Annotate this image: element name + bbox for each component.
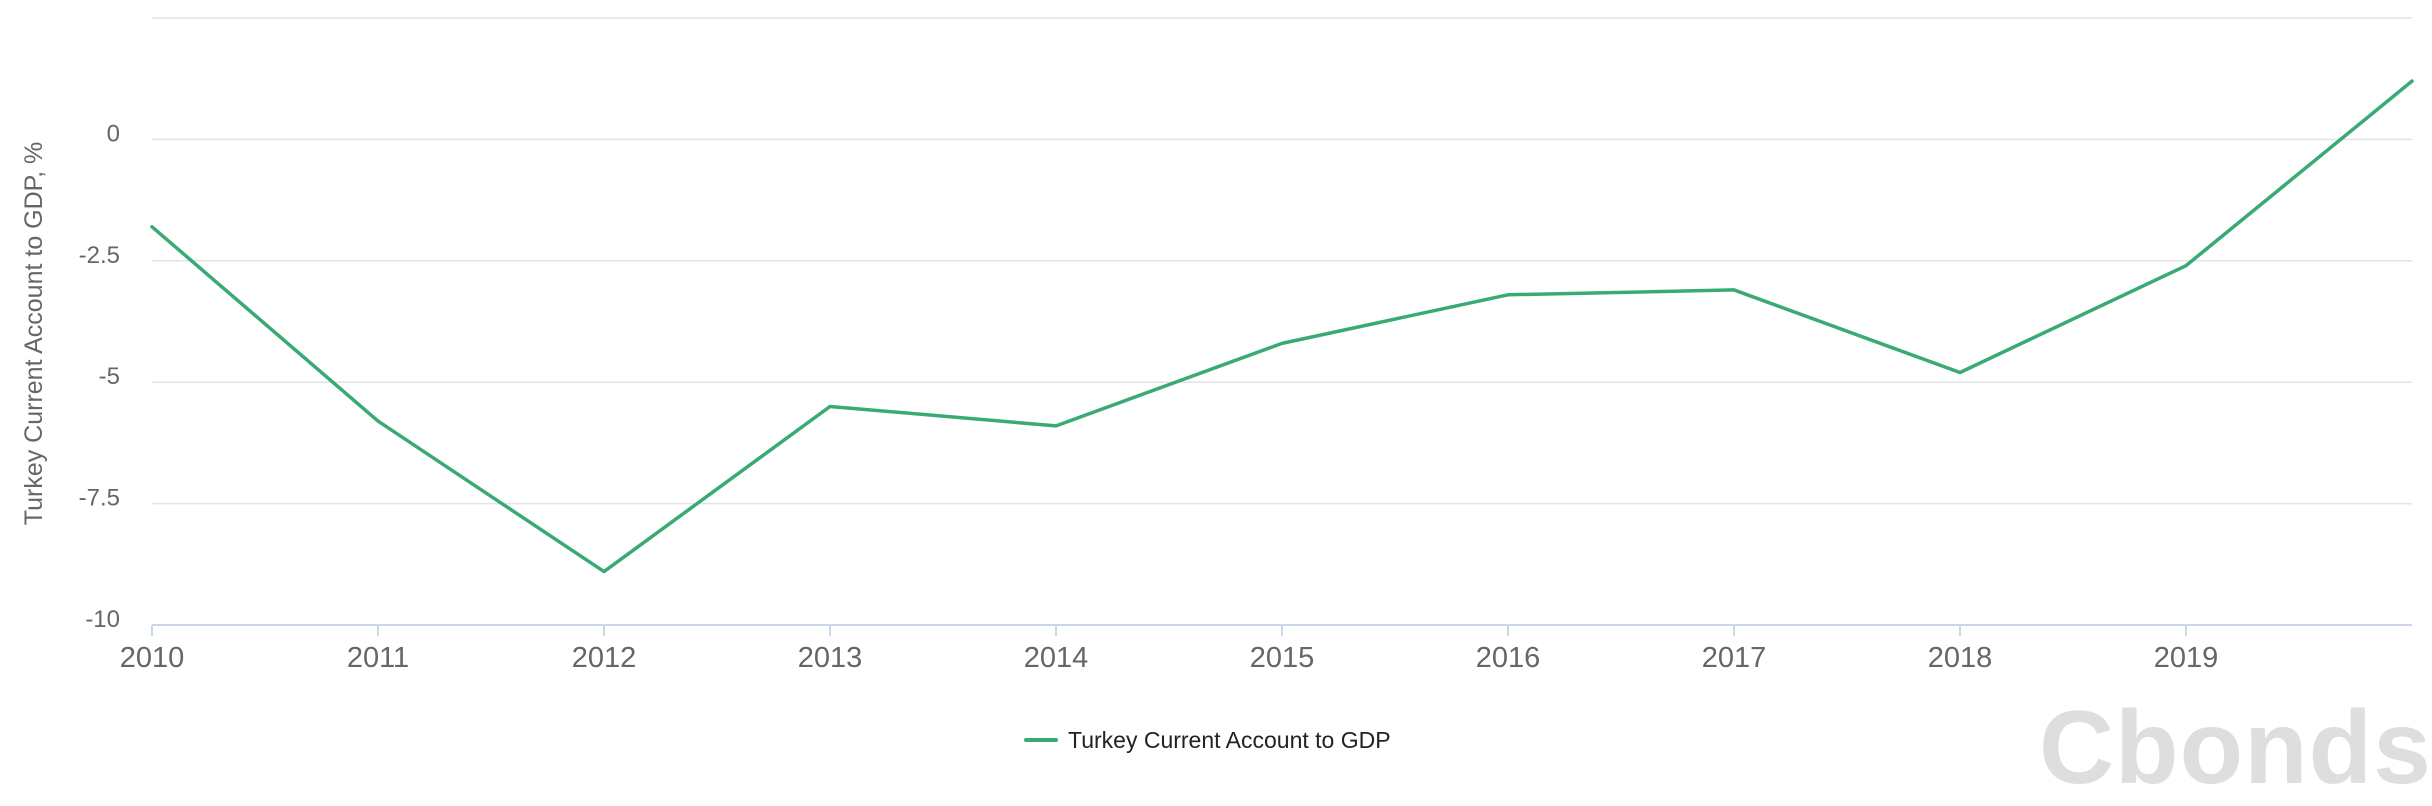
legend-label: Turkey Current Account to GDP bbox=[1068, 726, 1391, 753]
x-tick-label: 2015 bbox=[1250, 642, 1315, 674]
y-tick-label: -10 bbox=[85, 606, 120, 633]
x-tick-label: 2011 bbox=[347, 642, 409, 674]
legend-swatch bbox=[1024, 738, 1058, 742]
legend-item[interactable]: Turkey Current Account to GDP bbox=[1024, 722, 1391, 758]
x-tick-label: 2019 bbox=[2154, 642, 2219, 674]
y-axis-ticks: 0 -2.5 -5 -7.5 -10 bbox=[79, 120, 120, 633]
series-line[interactable] bbox=[150, 79, 2414, 574]
y-tick-label: -2.5 bbox=[79, 242, 120, 269]
x-tick-label: 2013 bbox=[798, 642, 863, 674]
x-tick-label: 2012 bbox=[572, 642, 637, 674]
series-group[interactable] bbox=[148, 77, 2416, 575]
x-tick-label: 2017 bbox=[1702, 642, 1767, 674]
y-tick-label: -5 bbox=[99, 363, 120, 390]
cbonds-watermark-logo: Cbonds bbox=[2038, 690, 2432, 806]
y-tick-label: -7.5 bbox=[79, 485, 120, 512]
x-tick-label: 2014 bbox=[1024, 642, 1089, 674]
x-tick-label: 2018 bbox=[1928, 642, 1993, 674]
y-axis-label: Turkey Current Account to GDP, % bbox=[20, 142, 48, 526]
grid-lines bbox=[152, 17, 2412, 505]
y-tick-label: 0 bbox=[107, 120, 120, 147]
x-axis-ticks: 2010 2011 2012 2013 2014 2015 2016 2017 2018 2019 bbox=[120, 625, 2219, 674]
x-tick-label: 2016 bbox=[1476, 642, 1541, 674]
x-tick-label: 2010 bbox=[120, 642, 185, 674]
